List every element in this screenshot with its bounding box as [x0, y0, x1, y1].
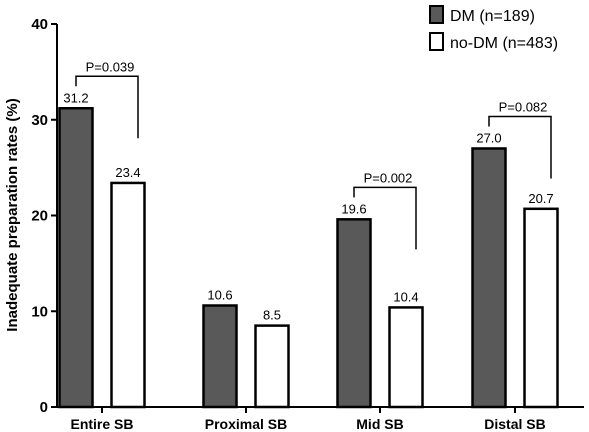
- y-tick-label: 0: [40, 399, 48, 416]
- significance-brackets: P=0.039 P=0.002 P=0.082: [75, 59, 552, 250]
- data-label: 8.5: [263, 308, 281, 323]
- bar-no-dm: [110, 181, 146, 409]
- bar-no-dm: [254, 324, 290, 409]
- bar-no-dm: [388, 306, 424, 409]
- significance-bracket: [353, 186, 417, 250]
- legend-swatch-no-dm: [429, 32, 444, 51]
- p-value-label: P=0.039: [86, 59, 135, 74]
- y-axis-label: Inadequate preparation rates (%): [4, 98, 21, 331]
- data-label: 20.7: [528, 191, 553, 206]
- x-tick-label: Mid SB: [356, 416, 403, 432]
- data-label: 10.4: [393, 289, 418, 304]
- legend-swatch-dm: [429, 5, 444, 24]
- bar-no-dm: [523, 207, 559, 409]
- bar-dm: [58, 107, 94, 409]
- significance-bracket: [488, 115, 552, 179]
- bar-dm: [336, 218, 372, 409]
- y-tick-label: 40: [31, 16, 48, 33]
- significance-bracket: [75, 75, 139, 139]
- data-label: 31.2: [63, 90, 88, 105]
- data-label: 10.6: [207, 288, 232, 303]
- x-tick-label: Distal SB: [484, 416, 545, 432]
- axes: 0 10 20 30 40 Entire SB Proximal SB Mid SB Dista…: [31, 16, 584, 432]
- bars: 31.2 23.4 10.6 8.5 19.6 10.4 27.0 20.7: [58, 90, 559, 409]
- y-tick-label: 30: [31, 112, 48, 129]
- legend-label-dm: DM (n=189): [450, 8, 535, 25]
- data-label: 23.4: [115, 165, 140, 180]
- data-label: 19.6: [341, 201, 366, 216]
- bar-dm: [202, 304, 238, 409]
- p-value-label: P=0.002: [364, 170, 413, 185]
- y-tick-label: 20: [31, 208, 48, 225]
- legend-label-no-dm: no-DM (n=483): [450, 35, 558, 52]
- y-tick-label: 10: [31, 303, 48, 320]
- x-tick-label: Proximal SB: [205, 416, 287, 432]
- p-value-label: P=0.082: [499, 99, 548, 114]
- data-label: 27.0: [476, 130, 501, 145]
- bar-dm: [471, 147, 507, 409]
- x-tick-label: Entire SB: [70, 416, 133, 432]
- legend: DM (n=189) no-DM (n=483): [429, 5, 558, 52]
